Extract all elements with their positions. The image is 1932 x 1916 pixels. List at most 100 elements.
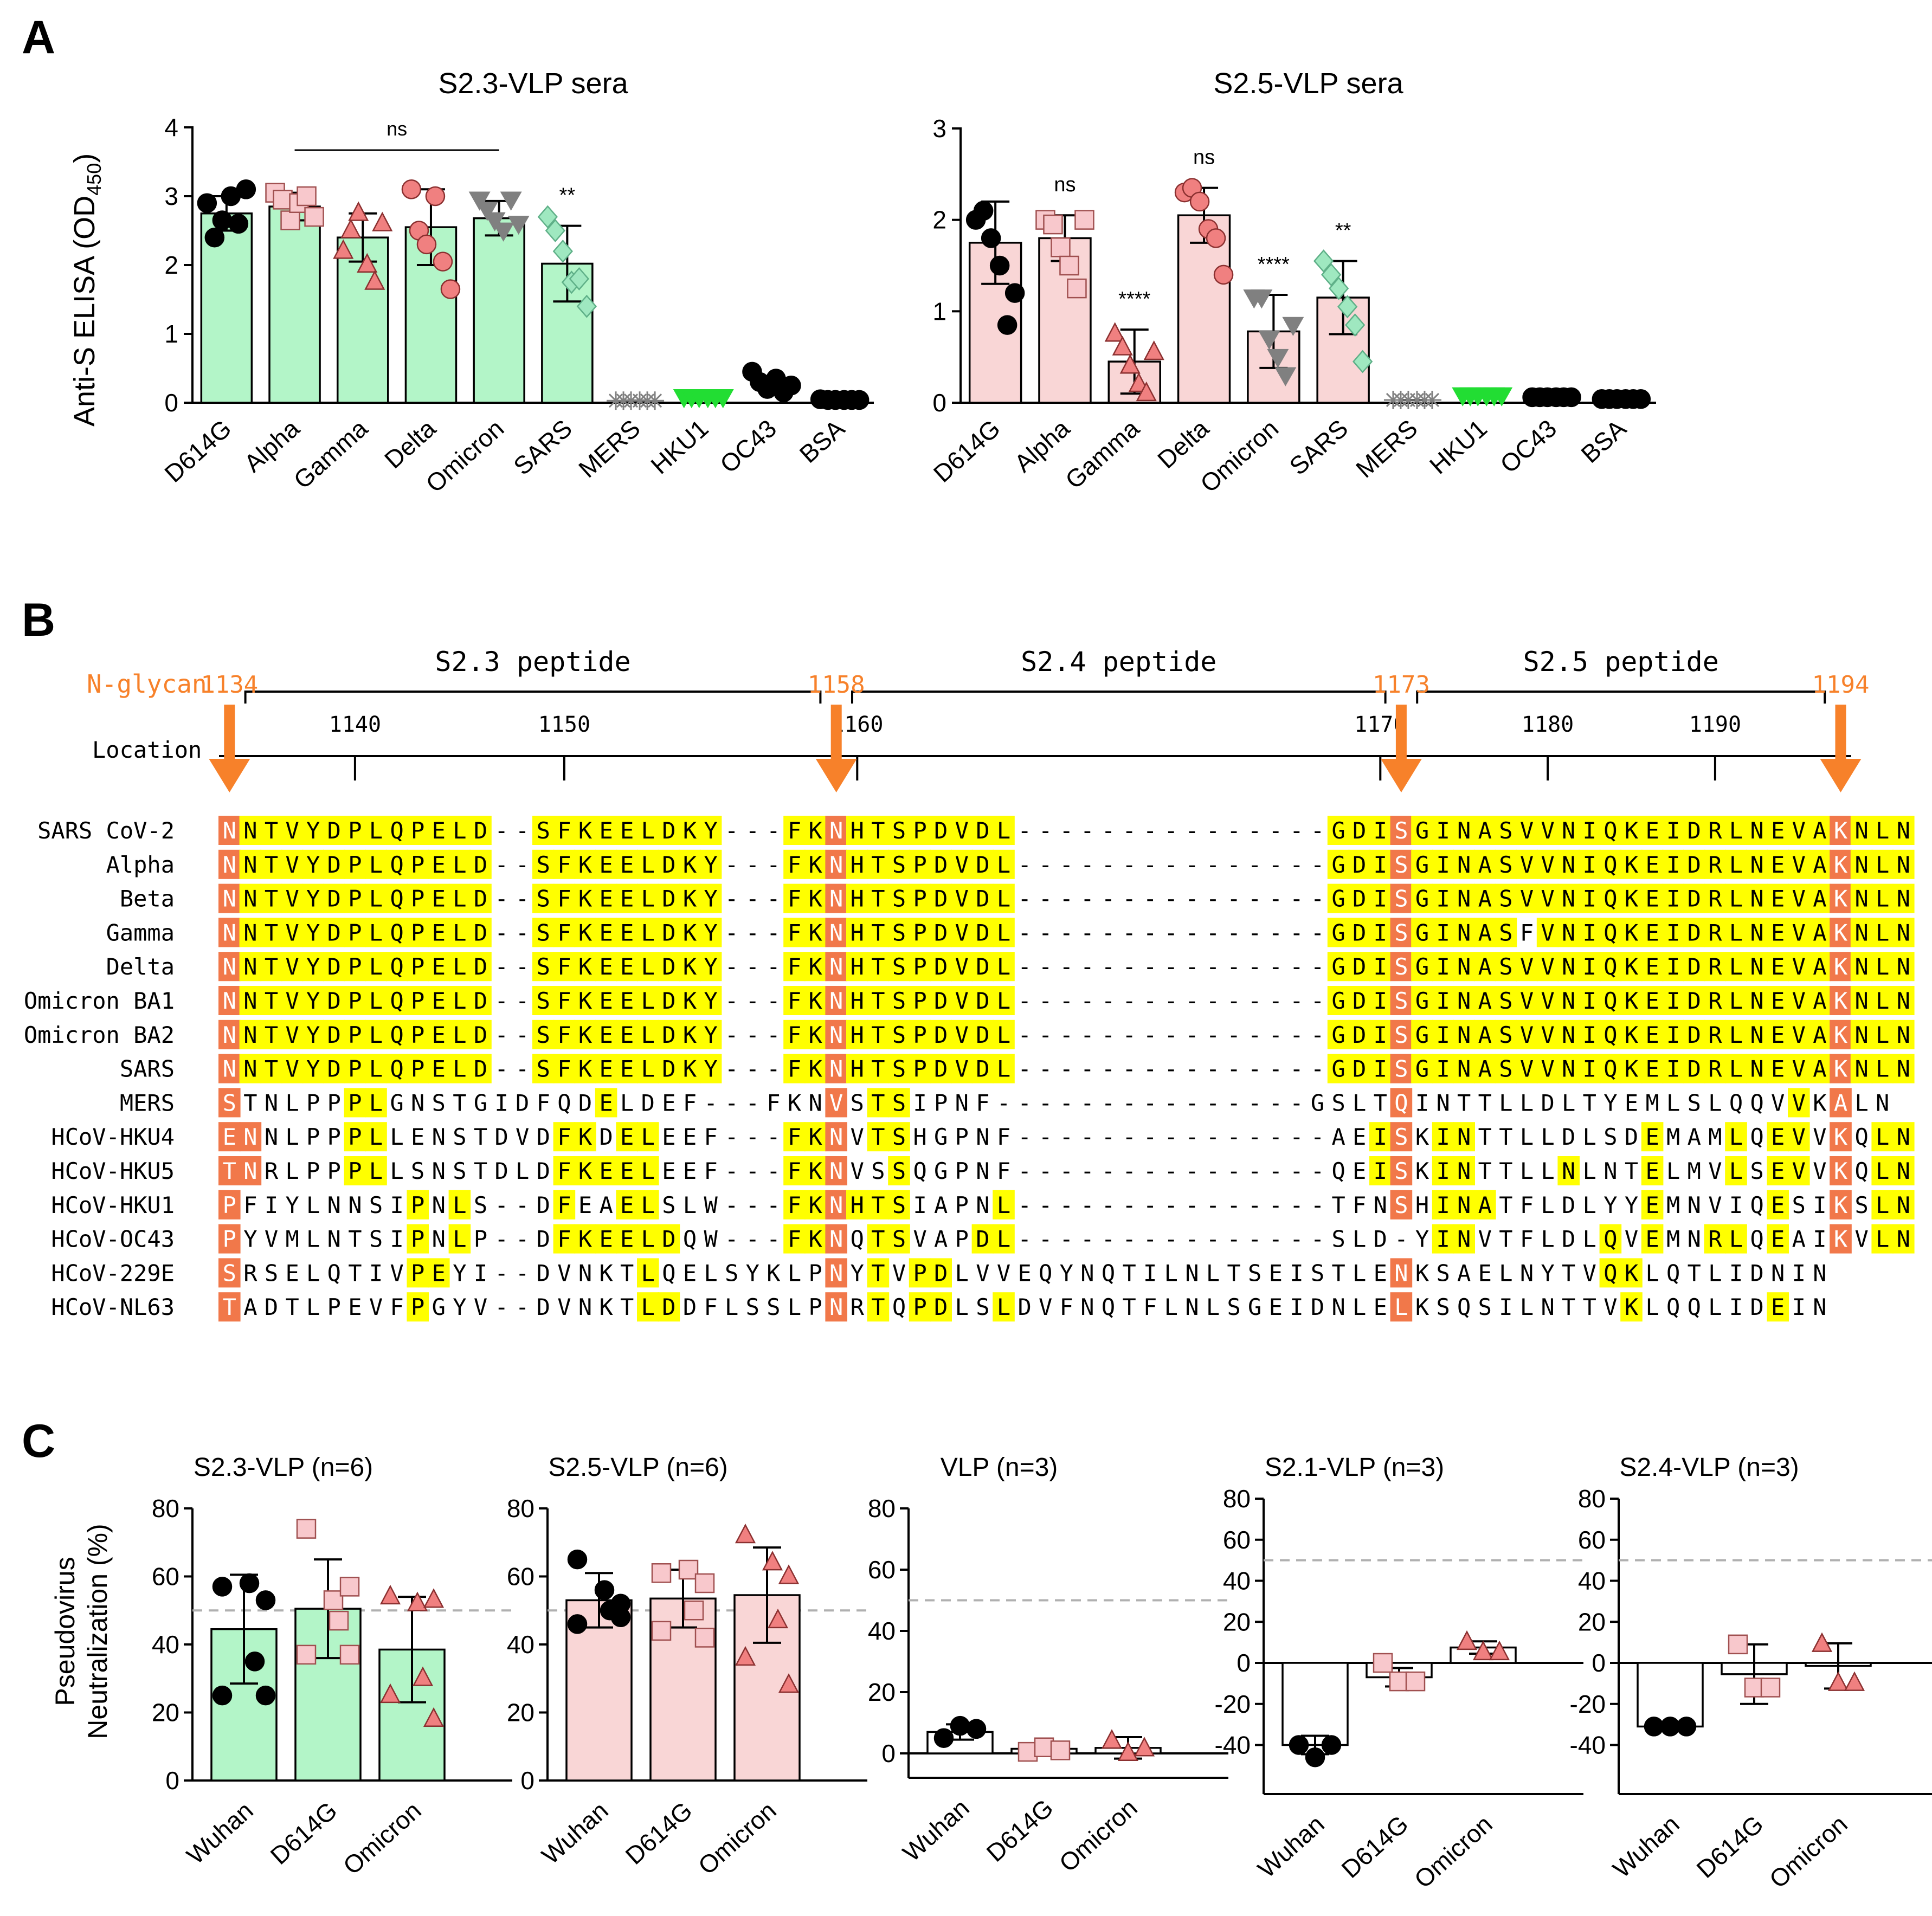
alignment-residue: Q xyxy=(1603,988,1617,1014)
c0-point xyxy=(244,1651,265,1672)
alignment-residue: N xyxy=(1897,1158,1910,1184)
alignment-cell-highlight xyxy=(1579,1054,1601,1083)
alignment-residue: N xyxy=(1562,851,1575,878)
alignment-cell-highlight xyxy=(1850,986,1873,1015)
alignment-residue: L xyxy=(306,1226,320,1253)
alignment-residue: L xyxy=(641,1294,655,1320)
alignment-cell-highlight xyxy=(951,986,973,1015)
alignment-cell-highlight xyxy=(1453,1020,1475,1049)
alignment-cell-highlight xyxy=(385,1054,408,1083)
alignment-cell-highlight xyxy=(1788,1054,1810,1083)
alignment-residue: S xyxy=(537,1022,550,1048)
alignment-cell-highlight xyxy=(1808,849,1831,879)
alignment-cell-highlight xyxy=(302,1054,324,1083)
alignment-residue: K xyxy=(1625,1294,1639,1320)
alignment-residue: N xyxy=(1457,817,1471,844)
alignment-residue: N xyxy=(1185,1294,1199,1320)
alignment-cell-highlight xyxy=(616,1122,638,1152)
alignment-residue: N xyxy=(1562,988,1575,1014)
alignment-residue: - xyxy=(1143,1124,1157,1150)
alignment-residue: N xyxy=(1897,1056,1910,1082)
alignment-cell-highlight xyxy=(1725,952,1747,982)
alignment-cell-highlight xyxy=(281,849,304,879)
c4-ytick-label: 80 xyxy=(1578,1485,1606,1513)
alignment-cell-highlight xyxy=(971,816,994,845)
alignment-cell-highlight xyxy=(1390,1020,1413,1049)
alignment-cell-highlight xyxy=(323,952,345,982)
c3-point xyxy=(1321,1735,1342,1755)
alignment-residue: N xyxy=(1436,1089,1450,1116)
a1-sig-label: **** xyxy=(1258,253,1290,276)
alignment-cell-highlight xyxy=(679,883,701,913)
nglycan-position-label: 1194 xyxy=(1812,671,1870,699)
alignment-residue: F xyxy=(557,817,571,844)
alignment-residue: - xyxy=(1060,1056,1073,1082)
alignment-cell-highlight xyxy=(930,849,952,879)
c1-point xyxy=(651,1621,672,1641)
c2-title: VLP (n=3) xyxy=(941,1453,1058,1482)
alignment-residue: N xyxy=(1457,953,1471,980)
alignment-cell-highlight xyxy=(1495,986,1517,1015)
alignment-residue: I xyxy=(1290,1294,1303,1320)
alignment-residue: N xyxy=(1813,1294,1826,1320)
alignment-cell-highlight xyxy=(993,918,1015,947)
alignment-cell-highlight xyxy=(1536,1054,1559,1083)
alignment-cell-highlight xyxy=(1369,1156,1392,1185)
a1-ytick-label: 1 xyxy=(932,297,946,325)
alignment-residue: S xyxy=(1394,886,1408,912)
alignment-cell-highlight xyxy=(1892,918,1915,947)
alignment-residue: - xyxy=(1227,1056,1240,1082)
alignment-residue: D xyxy=(976,988,989,1014)
a1-point xyxy=(1491,387,1513,407)
alignment-cell-highlight xyxy=(323,986,345,1015)
alignment-residue: I xyxy=(1583,1022,1596,1048)
alignment-cell-highlight xyxy=(1390,918,1413,947)
a0-ytick-label: 2 xyxy=(164,251,178,279)
a0-ytick-label: 4 xyxy=(164,113,178,141)
alignment-residue: K xyxy=(578,886,593,912)
alignment-cell-highlight xyxy=(1641,952,1664,982)
alignment-cell-highlight xyxy=(260,883,282,913)
alignment-cell-highlight xyxy=(532,918,555,947)
alignment-cell-highlight xyxy=(407,1258,429,1288)
alignment-residue: S xyxy=(537,817,550,844)
alignment-residue: Q xyxy=(1854,1158,1868,1184)
alignment-cell-highlight xyxy=(1557,952,1580,982)
alignment-residue: D xyxy=(1688,851,1701,878)
alignment-residue: Q xyxy=(1603,886,1617,912)
alignment-residue: Q xyxy=(851,1226,864,1253)
alignment-residue: A xyxy=(1792,1226,1806,1253)
alignment-residue: - xyxy=(1248,1192,1261,1218)
alignment-residue: - xyxy=(1039,953,1052,980)
alignment-residue: L xyxy=(1876,1226,1889,1253)
alignment-residue: - xyxy=(767,851,780,878)
c2-point xyxy=(950,1715,970,1736)
alignment-residue: - xyxy=(1164,1022,1178,1048)
alignment-residue: L xyxy=(285,1124,299,1150)
alignment-cell-highlight xyxy=(574,918,596,947)
alignment-cell-highlight xyxy=(1390,1122,1413,1152)
alignment-residue: S xyxy=(1436,1294,1450,1320)
a1-point xyxy=(1267,349,1289,369)
alignment-residue: - xyxy=(1122,1056,1136,1082)
alignment-residue: L xyxy=(1729,851,1743,878)
alignment-residue: F xyxy=(788,1192,801,1218)
alignment-cell-highlight xyxy=(804,1190,827,1220)
c1-point xyxy=(735,1523,756,1544)
alignment-cell-highlight xyxy=(1725,1020,1747,1049)
alignment-residue: S xyxy=(1688,1089,1701,1116)
nglycan-arrow-shaft xyxy=(830,705,842,770)
alignment-row-name: Omicron BA2 xyxy=(24,1022,175,1048)
a1-point xyxy=(1213,265,1234,285)
alignment-residue: L xyxy=(997,851,1010,878)
alignment-residue: A xyxy=(1331,1124,1345,1150)
alignment-residue: - xyxy=(1102,919,1115,946)
alignment-residue: N xyxy=(223,1056,236,1082)
alignment-residue: - xyxy=(1206,919,1220,946)
c0-ytick-label: 60 xyxy=(152,1563,179,1591)
alignment-residue: L xyxy=(1562,1089,1575,1116)
alignment-residue: E xyxy=(1478,1260,1492,1286)
alignment-residue: E xyxy=(662,1124,675,1150)
alignment-residue: - xyxy=(494,1226,508,1253)
alignment-residue: T xyxy=(871,1124,885,1150)
